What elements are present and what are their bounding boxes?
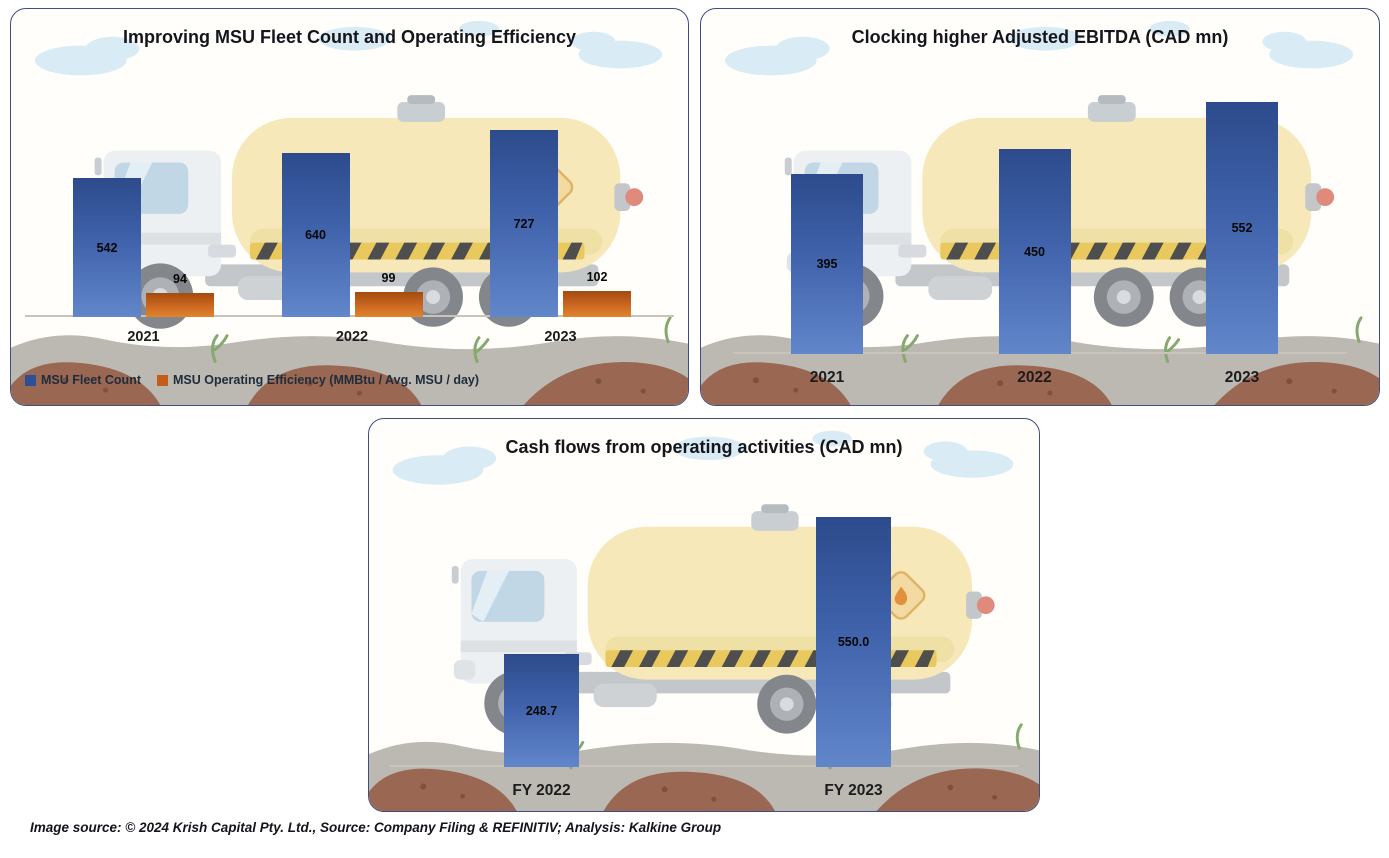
bar-column: 94 (146, 272, 214, 317)
bar-value-label: 94 (173, 272, 187, 286)
x-axis-label-fy-2022: FY 2022 (512, 782, 571, 799)
bar-group-2022: 640 99 (281, 153, 423, 317)
bar-value-label: 727 (513, 216, 535, 231)
panel-adjusted-ebitda-chart: Clocking higher Adjusted EBITDA (CAD mn)… (700, 8, 1380, 406)
bar-value-label: 542 (96, 240, 118, 255)
bar-2023-series-0: 727 (490, 130, 558, 317)
bar-fy-2023-series-0: 550.0 (816, 517, 891, 767)
panel-operating-cash-flows-chart: Cash flows from operating activities (CA… (368, 418, 1040, 812)
x-axis-line (25, 315, 674, 317)
bar-2022-series-0: 450 (998, 149, 1071, 354)
x-axis-label-2023: 2023 (544, 329, 577, 345)
chart-title: Clocking higher Adjusted EBITDA (CAD mn) (851, 27, 1229, 47)
bar-2021-series-0: 542 (73, 178, 141, 317)
plot-area: 542 94 640 99 727 102 (73, 122, 631, 317)
bar-column: 395 (791, 174, 863, 354)
x-axis-label-2021: 2021 (809, 369, 845, 386)
chart-title: Improving MSU Fleet Count and Operating … (122, 27, 577, 47)
plot-area: 395 450 552 (791, 96, 1278, 354)
x-axis-label-2023: 2023 (1224, 369, 1260, 386)
bar-column: 550.0 (816, 517, 891, 767)
x-axis-label-2022: 2022 (1017, 369, 1052, 386)
legend-label-fleet-count: MSU Fleet Count (41, 373, 141, 387)
panel-msu-fleet-efficiency-chart: Improving MSU Fleet Count and Operating … (10, 8, 689, 406)
bar-value-label: 99 (381, 271, 396, 285)
bar-2023-series-1 (563, 291, 631, 317)
bar-group-2022: 450 (998, 149, 1071, 354)
bar-column: 450 (998, 149, 1071, 354)
legend-swatch-orange (157, 374, 168, 386)
bar-column: 248.7 (504, 654, 579, 767)
x-axis-label-2021: 2021 (127, 329, 160, 345)
bar-2021-series-1 (146, 293, 214, 317)
legend-label-operating-efficiency: MSU Operating Efficiency (MMBtu / Avg. M… (173, 373, 480, 387)
x-axis-labels: FY 2022 FY 2023 (504, 782, 891, 800)
bar-column: 542 (73, 178, 141, 317)
plot-area: 248.7 550.0 (504, 512, 891, 767)
bar-column: 552 (1206, 102, 1278, 354)
bar-group-2021: 542 94 (73, 178, 214, 317)
legend-item-fleet-count: MSU Fleet Count (25, 373, 141, 387)
legend-item-operating-efficiency: MSU Operating Efficiency (MMBtu / Avg. M… (157, 373, 479, 387)
bar-group-2021: 395 (791, 174, 863, 354)
bar-group-2023: 552 (1206, 102, 1278, 354)
chart-title: Cash flows from operating activities (CA… (505, 437, 903, 457)
x-axis-line (389, 765, 1019, 767)
x-axis-labels: 2021 2022 2023 (791, 369, 1278, 387)
bar-value-label: 102 (586, 270, 608, 284)
bar-group-fy-2023: 550.0 (816, 517, 891, 767)
chart-legend: MSU Fleet Count MSU Operating Efficiency… (25, 373, 479, 387)
bar-value-label: 640 (305, 228, 326, 242)
bar-value-label: 552 (1231, 221, 1253, 235)
x-axis-labels: 2021 2022 2023 (73, 329, 631, 345)
bar-group-fy-2022: 248.7 (504, 654, 579, 767)
bar-value-label: 248.7 (525, 703, 558, 718)
bar-2022-series-0: 640 (281, 153, 350, 317)
bar-fy-2022-series-0: 248.7 (504, 654, 579, 767)
bar-value-label: 450 (1024, 244, 1045, 259)
bar-group-2023: 727 102 (490, 130, 631, 317)
bar-column: 727 (490, 130, 558, 317)
bar-column: 640 (281, 153, 350, 317)
bar-value-label: 395 (816, 257, 838, 271)
bar-2021-series-0: 395 (791, 174, 863, 354)
bar-column: 99 (354, 271, 423, 317)
bar-column: 102 (563, 270, 631, 317)
bar-2023-series-0: 552 (1206, 102, 1278, 354)
x-axis-label-fy-2023: FY 2023 (824, 782, 883, 799)
bar-2022-series-1 (354, 292, 423, 317)
legend-swatch-blue (25, 374, 36, 386)
bar-value-label: 550.0 (837, 635, 870, 649)
x-axis-label-2022: 2022 (335, 329, 369, 345)
image-source-caption: Image source: © 2024 Krish Capital Pty. … (30, 820, 722, 835)
